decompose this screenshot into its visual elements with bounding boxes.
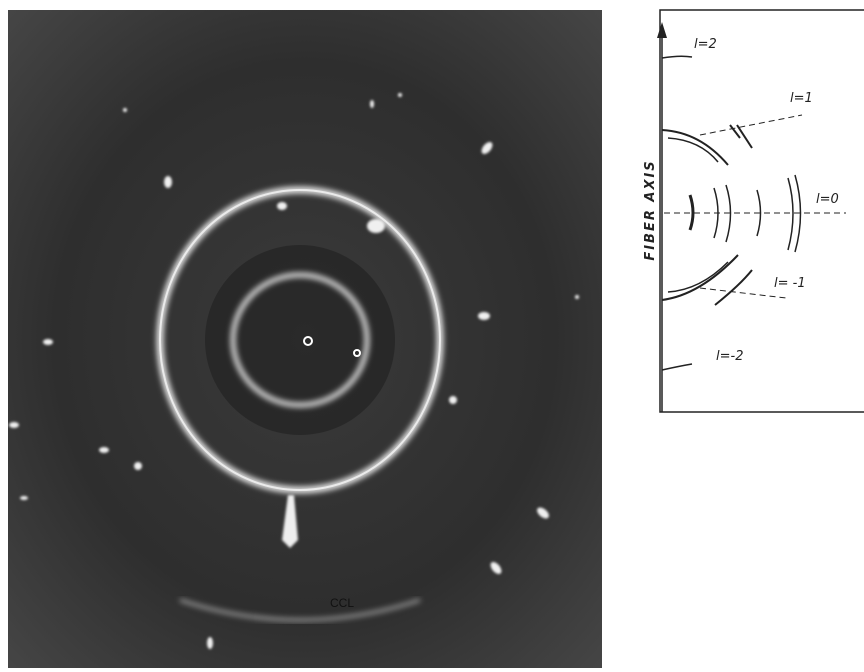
page: {"photo": {"annotation": "CCL"}, "diagra…: [0, 0, 864, 672]
layer-label: l=0: [816, 192, 839, 207]
diagram-frame: [660, 10, 864, 412]
layer-label: l= -1: [774, 276, 806, 291]
layer-label: l=-2: [716, 349, 743, 364]
schematic-diagram: FIBER AXIS l=2 l=1 l=0 l= -1 l=-2: [643, 10, 864, 412]
photo-annotation: CCL: [330, 596, 354, 610]
figure: CCL FIBER AXIS l=2 l=1: [0, 0, 864, 672]
axis-label: FIBER AXIS: [643, 159, 658, 260]
layer-label: l=2: [694, 37, 717, 52]
layer-label: l=1: [790, 91, 813, 106]
diffraction-photo: CCL: [8, 10, 602, 668]
